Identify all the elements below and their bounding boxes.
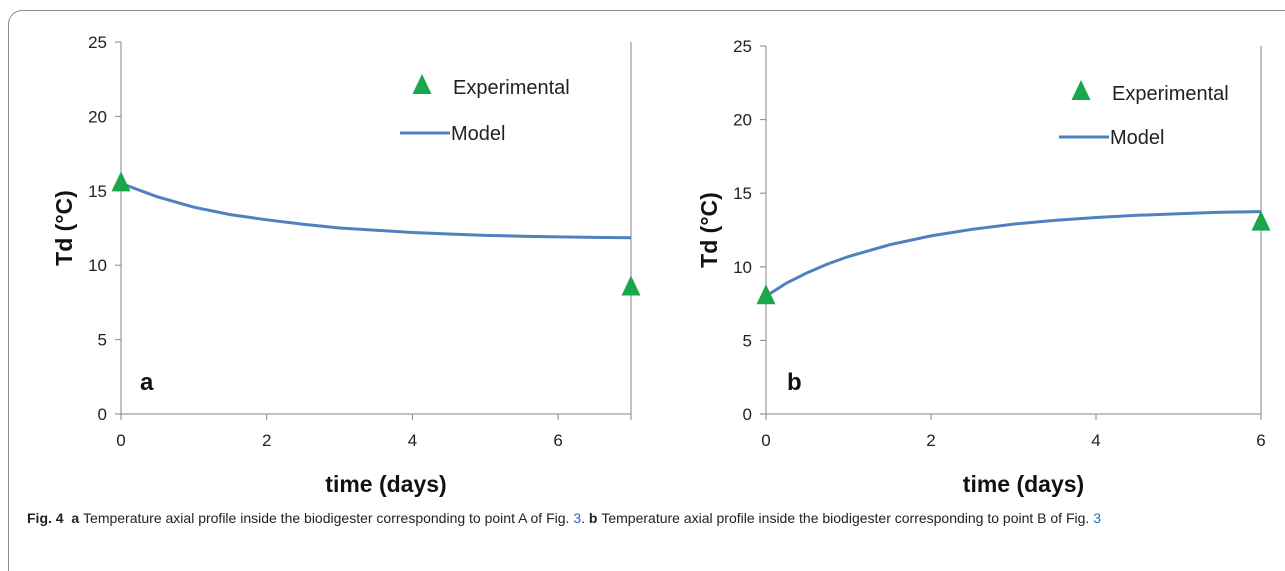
- chart-a-legend-model: Model: [451, 123, 505, 145]
- figure-frame: [8, 10, 1285, 571]
- caption-a-label: a: [71, 510, 80, 526]
- chart-b: 0 5 10 15 20 25 0 2 4 6 time (days) Td (°C) b Experim…: [696, 37, 1271, 497]
- chart-b-y-tick-label: 0: [743, 405, 752, 424]
- chart-a: 0 5 10 15 20 25 0 2 4 6 time (days) Td (°C) a Experim…: [51, 33, 641, 497]
- chart-b-x-axis-label: time (days): [963, 471, 1084, 497]
- chart-a-panel-label: a: [140, 369, 154, 396]
- chart-b-y-tick-label: 10: [733, 258, 752, 277]
- chart-b-experimental-point: [756, 284, 776, 305]
- chart-a-x-tick-label: 6: [553, 431, 562, 450]
- chart-a-x-tick-label: 0: [116, 431, 125, 450]
- chart-b-y-tick-label: 20: [733, 111, 752, 130]
- chart-b-model-line: [765, 210, 1262, 298]
- chart-b-x-tick-label: 6: [1256, 431, 1265, 450]
- chart-a-y-tick-label: 5: [98, 331, 107, 350]
- chart-b-y-tick-label: 15: [733, 184, 752, 203]
- chart-b-legend-triangle-icon: [1071, 80, 1091, 100]
- chart-b-legend-model: Model: [1110, 127, 1164, 149]
- caption-b-ref-link[interactable]: 3: [1093, 510, 1101, 526]
- caption-b-label: b: [588, 510, 598, 526]
- caption-a-ref-link[interactable]: 3: [573, 510, 582, 526]
- chart-a-x-tick-label: 2: [262, 431, 271, 450]
- chart-a-y-tick-label: 25: [88, 33, 107, 52]
- chart-b-y-axis-label: Td (°C): [696, 192, 722, 268]
- figure-caption: Fig. 4 a Temperature axial profile insid…: [27, 508, 1267, 528]
- caption-b-text: Temperature axial profile inside the bio…: [601, 510, 1094, 526]
- chart-a-legend-experimental: Experimental: [453, 77, 570, 99]
- chart-b-y-tick-label: 25: [733, 37, 752, 56]
- chart-a-y-tick-label: 0: [98, 405, 107, 424]
- chart-a-x-axis-label: time (days): [325, 471, 446, 497]
- chart-a-model-line: [120, 181, 632, 240]
- chart-b-y-tick-label: 5: [743, 331, 752, 350]
- caption-a-text-end: .: [581, 510, 589, 526]
- chart-a-experimental-point: [621, 275, 641, 296]
- caption-fig-label: Fig. 4: [27, 510, 64, 526]
- chart-b-experimental-point: [1251, 210, 1271, 231]
- chart-a-y-tick-label: 15: [88, 182, 107, 201]
- chart-a-y-axis-label: Td (°C): [51, 190, 77, 266]
- chart-b-x-tick-label: 4: [1091, 431, 1100, 450]
- chart-a-legend-triangle-icon: [412, 74, 432, 94]
- chart-a-y-tick-label: 10: [88, 256, 107, 275]
- chart-b-panel-label: b: [787, 369, 802, 396]
- chart-a-x-tick-label: 4: [408, 431, 417, 450]
- chart-b-x-tick-label: 0: [761, 431, 770, 450]
- chart-a-y-tick-label: 20: [88, 107, 107, 126]
- chart-a-experimental-point: [111, 171, 131, 192]
- chart-b-legend-experimental: Experimental: [1112, 83, 1229, 105]
- caption-a-text: Temperature axial profile inside the bio…: [83, 510, 574, 526]
- chart-b-x-tick-label: 2: [926, 431, 935, 450]
